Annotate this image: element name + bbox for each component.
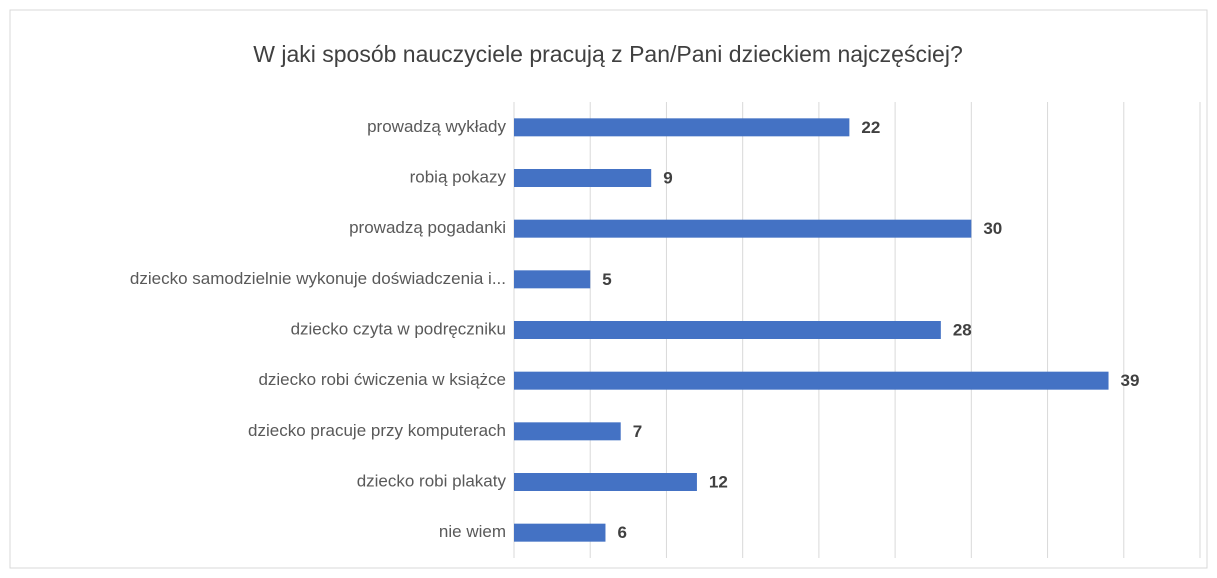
data-label: 9 (663, 168, 672, 187)
bar (514, 169, 652, 187)
y-tick-label: prowadzą pogadanki (349, 218, 506, 237)
data-label: 12 (709, 472, 728, 491)
bar (514, 371, 1109, 390)
data-label: 39 (1121, 371, 1140, 390)
data-label: 30 (983, 219, 1002, 238)
bar (514, 523, 606, 542)
data-label: 6 (617, 523, 626, 542)
y-tick-label: nie wiem (439, 522, 506, 541)
y-tick-label: dziecko czyta w podręczniku (291, 319, 506, 338)
y-tick-label: dziecko robi plakaty (357, 471, 507, 490)
data-label: 5 (602, 270, 611, 289)
y-tick-label: dziecko pracuje przy komputerach (248, 421, 506, 440)
data-label: 28 (953, 320, 972, 339)
y-tick-label: prowadzą wykłady (367, 117, 506, 136)
data-label: 7 (633, 422, 642, 441)
y-tick-label: dziecko samodzielnie wykonuje doświadcze… (130, 269, 506, 288)
bar (514, 219, 972, 238)
bar (514, 422, 621, 441)
bar (514, 270, 591, 289)
bar (514, 118, 850, 137)
y-tick-label: dziecko robi ćwiczenia w książce (258, 370, 506, 389)
bar (514, 473, 697, 491)
chart-title: W jaki sposób nauczyciele pracują z Pan/… (253, 41, 963, 67)
y-tick-label: robią pokazy (410, 167, 507, 186)
bar (514, 321, 941, 339)
data-label: 22 (861, 118, 880, 137)
